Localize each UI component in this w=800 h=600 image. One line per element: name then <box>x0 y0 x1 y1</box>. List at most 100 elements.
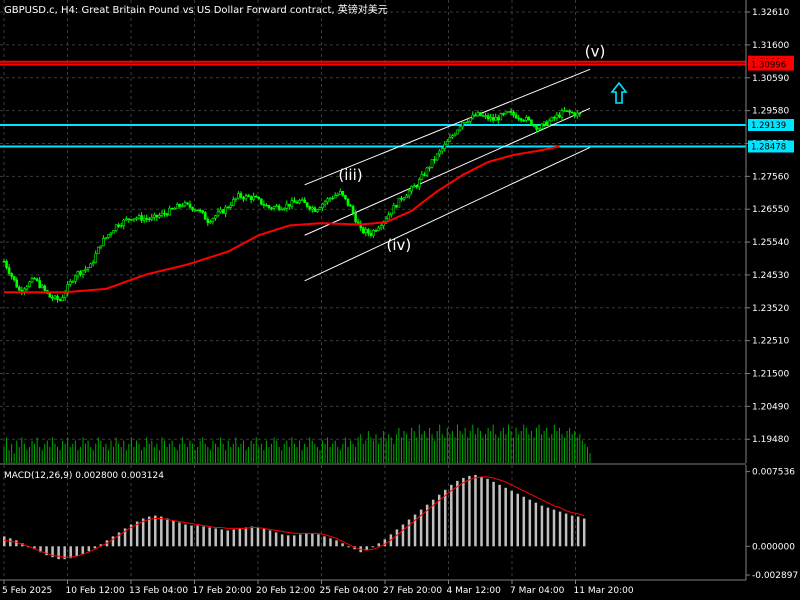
macd-bar <box>347 546 350 548</box>
candle-body <box>423 174 426 176</box>
candle-body <box>183 202 187 207</box>
macd-bar <box>516 493 520 547</box>
candle-body <box>547 120 551 126</box>
candle-body <box>145 218 148 220</box>
candle-body <box>305 202 309 207</box>
candle-body <box>333 195 337 199</box>
candle-body <box>379 225 383 229</box>
candle-body <box>51 297 54 299</box>
candle-body <box>254 196 258 198</box>
candle-body <box>364 229 368 234</box>
macd-bar <box>33 546 36 550</box>
macd-bar <box>81 546 85 555</box>
support-2-tag-label: 1.28478 <box>751 142 786 152</box>
candle-body <box>323 201 327 205</box>
candle-body <box>553 116 556 119</box>
price-tick-label: 1.25540 <box>752 238 789 248</box>
macd-grid <box>3 465 576 580</box>
macd-axis: 0.007536 0.000000 -0.002897 <box>746 468 798 581</box>
candle-body <box>5 261 8 268</box>
candle-body <box>361 227 365 234</box>
candle-body <box>339 191 342 195</box>
candle-body <box>369 233 373 236</box>
macd-bar <box>377 543 381 547</box>
macd-bar <box>232 529 236 547</box>
candle-body <box>433 159 436 161</box>
candle-body <box>285 203 289 209</box>
macd-bar <box>123 528 127 547</box>
macd-bar <box>99 544 103 547</box>
price-tick-label: 1.23520 <box>752 304 789 314</box>
macd-bar <box>437 494 441 547</box>
macd-bar <box>510 490 513 547</box>
candle-body <box>198 209 202 212</box>
macd-bar <box>280 534 284 547</box>
macd-bar <box>425 504 429 547</box>
candle-body <box>570 111 574 114</box>
candle-body <box>558 114 561 118</box>
macd-bar <box>292 535 296 547</box>
candle-body <box>282 208 286 210</box>
candle-body <box>563 110 566 112</box>
candle-body <box>458 126 462 131</box>
channel-line <box>304 68 591 186</box>
macd-bar <box>208 527 211 547</box>
candle-body <box>502 113 505 115</box>
candle-body <box>321 203 324 208</box>
candle-body <box>491 117 495 121</box>
candle-body <box>456 129 459 135</box>
candle-body <box>267 204 271 209</box>
candle-body <box>509 111 513 113</box>
candle-body <box>20 289 24 292</box>
candle-body <box>568 110 571 113</box>
macd-bar <box>141 518 145 547</box>
macd-bar <box>504 487 507 547</box>
candle-body <box>400 197 403 200</box>
candle-body <box>132 218 136 221</box>
macd-bar <box>462 477 465 547</box>
macd-bar <box>154 515 157 547</box>
candle-body <box>209 221 212 224</box>
macd-bar <box>250 526 254 547</box>
candle-body <box>272 206 276 209</box>
candle-body <box>56 295 59 300</box>
candle-body <box>150 216 154 220</box>
candle-body <box>232 199 235 206</box>
time-tick-label: 5 Feb 2025 <box>2 586 52 596</box>
candle-body <box>532 124 536 127</box>
support-1-tag <box>748 118 794 131</box>
macd-bar <box>172 520 175 547</box>
candle-body <box>397 197 401 208</box>
candle-body <box>527 117 531 121</box>
macd-bar <box>528 499 532 547</box>
candle-body <box>206 219 210 224</box>
candle-body <box>466 121 470 123</box>
candle-body <box>494 117 498 121</box>
time-tick-label: 10 Feb 12:00 <box>66 586 125 596</box>
time-tick-label: 4 Mar 12:00 <box>447 586 502 596</box>
candle-body <box>181 205 184 208</box>
time-tick-label: 27 Feb 20:00 <box>383 586 442 596</box>
macd-bar <box>45 546 48 556</box>
candle-body <box>142 218 146 221</box>
candle-body <box>438 150 441 155</box>
time-tick-label: 7 Mar 04:00 <box>510 586 565 596</box>
macd-bar <box>184 524 187 547</box>
macd-bar <box>262 528 266 547</box>
macd-bar <box>220 529 223 547</box>
macd-bar <box>570 515 574 547</box>
candle-body <box>48 292 52 298</box>
price-tick-label: 1.21500 <box>752 370 789 380</box>
price-channel <box>304 68 591 282</box>
candle-body <box>410 186 413 192</box>
volume-bars <box>3 424 591 463</box>
price-tick-label: 1.30590 <box>752 74 789 84</box>
price-tick-label: 1.26550 <box>752 205 789 215</box>
support-1-tag-label: 1.29139 <box>751 121 786 131</box>
macd-bar <box>226 530 230 547</box>
candle-body <box>81 270 85 275</box>
price-tick-label: 1.24530 <box>752 271 789 281</box>
price-axis: 1.326101.316001.305901.295801.285701.275… <box>746 8 789 445</box>
candle-body <box>316 209 319 212</box>
macd-bar <box>540 505 544 547</box>
